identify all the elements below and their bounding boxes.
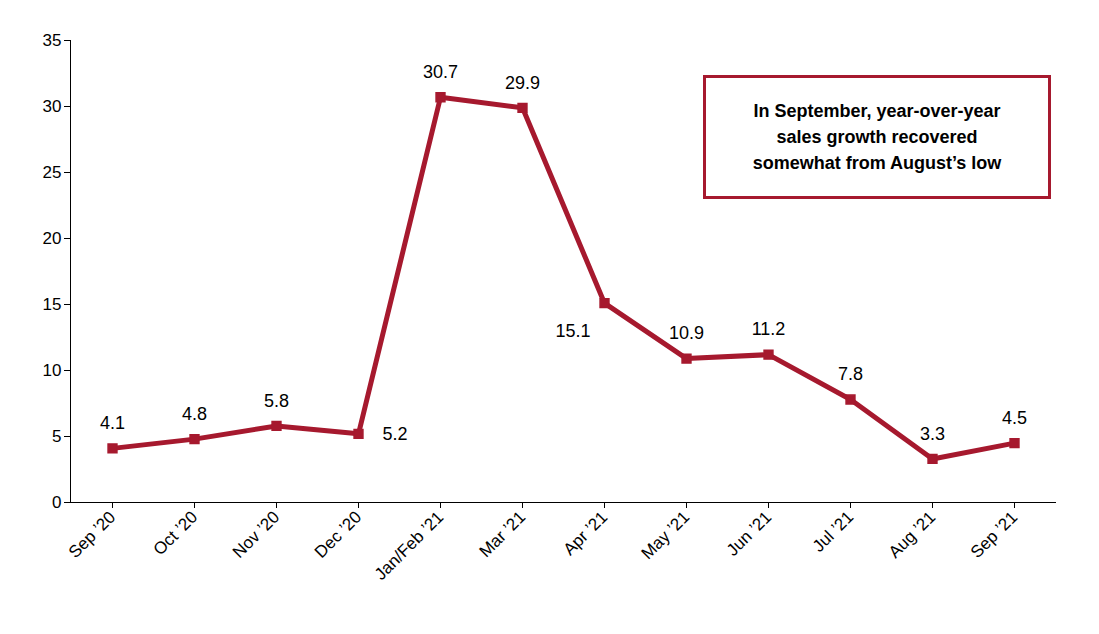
svg-text:3.3: 3.3	[920, 424, 945, 444]
svg-text:Sep ’21: Sep ’21	[967, 508, 1021, 562]
svg-text:Nov ’20: Nov ’20	[229, 508, 283, 562]
svg-text:10: 10	[43, 361, 62, 380]
svg-text:30.7: 30.7	[423, 62, 458, 82]
svg-text:Jul ’21: Jul ’21	[809, 508, 857, 556]
svg-text:4.8: 4.8	[182, 404, 207, 424]
svg-text:25: 25	[43, 163, 62, 182]
svg-text:5.8: 5.8	[264, 391, 289, 411]
svg-text:Mar ’21: Mar ’21	[476, 508, 530, 562]
svg-text:Jun ’21: Jun ’21	[723, 508, 775, 560]
svg-text:15.1: 15.1	[555, 321, 590, 341]
html-text:In September, year-over-year s: In September, year-over-year sales growt…	[752, 100, 1002, 173]
svg-text:29.9: 29.9	[505, 73, 540, 93]
svg-text:4.1: 4.1	[100, 413, 125, 433]
svg-text:Dec ’20: Dec ’20	[311, 508, 365, 562]
svg-text:15: 15	[43, 295, 62, 314]
svg-text:Oct ’20: Oct ’20	[150, 508, 202, 560]
svg-text:35: 35	[43, 31, 62, 50]
svg-text:Jan/Feb ’21: Jan/Feb ’21	[371, 508, 447, 584]
svg-text:5: 5	[52, 427, 61, 446]
svg-text:Apr ’21: Apr ’21	[560, 508, 612, 560]
svg-text:10.9: 10.9	[669, 323, 704, 343]
svg-text:4.5: 4.5	[1002, 408, 1027, 428]
svg-text:Aug ’21: Aug ’21	[885, 508, 939, 562]
svg-text:20: 20	[43, 229, 62, 248]
svg-text:11.2: 11.2	[752, 319, 786, 339]
svg-text:May ’21: May ’21	[638, 508, 694, 564]
svg-text:Sep ’20: Sep ’20	[65, 508, 119, 562]
svg-text:5.2: 5.2	[383, 424, 408, 444]
svg-text:7.8: 7.8	[838, 364, 863, 384]
svg-text:30: 30	[43, 97, 62, 116]
svg-text:0: 0	[52, 493, 61, 512]
